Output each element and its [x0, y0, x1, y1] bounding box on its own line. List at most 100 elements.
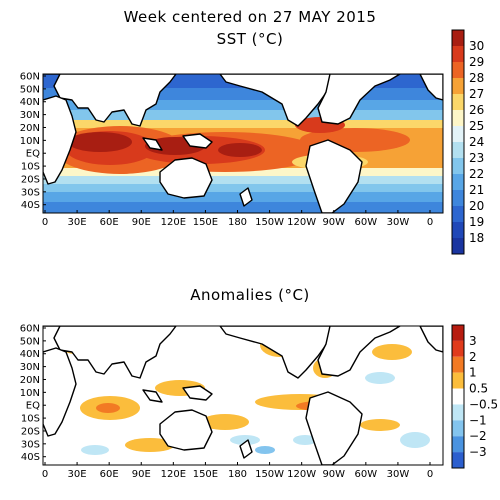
colorbar-swatch — [452, 325, 464, 341]
lat-label: 20N — [20, 123, 40, 134]
lon-label: 0 — [427, 217, 433, 228]
lon-label: 150E — [193, 217, 218, 228]
lat-label: 50N — [20, 84, 40, 95]
colorbar-swatch — [452, 46, 464, 62]
lat-label: 30N — [20, 110, 40, 121]
sst-lon-axis: 0 30E 60E 90E 120E 150E 180 150W 120W 90W 60W 30W 0 — [42, 210, 433, 228]
anomaly-field — [43, 326, 443, 465]
colorbar-label: 3 — [469, 334, 477, 348]
colorbar-label: 24 — [469, 135, 484, 149]
colorbar-label: 27 — [469, 87, 484, 101]
lon-label: 30E — [68, 217, 87, 228]
colorbar-swatch — [452, 388, 464, 405]
lon-label: 60E — [100, 217, 119, 228]
lat-label: 30S — [21, 439, 40, 450]
sst-panel-title: SST (°C) — [216, 30, 284, 48]
colorbar-label: 22 — [469, 167, 484, 181]
colorbar-label: 28 — [469, 71, 484, 85]
colorbar-label: 26 — [469, 103, 484, 117]
lat-label: EQ — [26, 401, 40, 412]
lon-label: 30W — [387, 469, 410, 480]
lon-label: 120E — [161, 217, 186, 228]
colorbar-label: −2 — [469, 429, 487, 443]
colorbar-swatch — [452, 372, 464, 389]
lon-label: 120W — [287, 217, 316, 228]
colorbar-label: −0.5 — [469, 397, 498, 411]
colorbar-swatch — [452, 30, 464, 46]
lon-label: 30W — [387, 217, 410, 228]
lat-label: 40N — [20, 97, 40, 108]
lat-label: 10S — [21, 162, 40, 173]
lon-label: 0 — [427, 469, 433, 480]
colorbar-swatch — [452, 452, 464, 468]
sst-frame — [42, 73, 444, 214]
colorbar-label: −3 — [469, 445, 487, 459]
lat-label: 40S — [21, 452, 40, 463]
lat-label: 20S — [21, 426, 40, 437]
colorbar-swatch — [452, 158, 464, 174]
lon-label: 0 — [42, 469, 48, 480]
lat-label: 60N — [20, 324, 40, 335]
lon-label: 150E — [193, 469, 218, 480]
colorbar-label: 0.5 — [469, 382, 488, 396]
lon-label: 30E — [68, 469, 87, 480]
colorbar-swatch — [452, 420, 464, 437]
lat-label: 20N — [20, 375, 40, 386]
lat-label: 10S — [21, 414, 40, 425]
colorbar-swatch — [452, 174, 464, 190]
lon-label: 150W — [255, 469, 284, 480]
lon-label: 120E — [161, 469, 186, 480]
colorbar-label: −1 — [469, 413, 487, 427]
lon-label: 90E — [132, 217, 151, 228]
anomaly-colorbar: 3 2 1 0.5−0.5 −1 −2 −3 — [451, 324, 498, 469]
lon-label: 60E — [100, 469, 119, 480]
sst-land — [43, 74, 443, 213]
lat-label: 50N — [20, 336, 40, 347]
colorbar-swatch — [452, 94, 464, 110]
colorbar-label: 2 — [469, 350, 477, 364]
colorbar-label: 19 — [469, 215, 484, 229]
colorbar-swatch — [452, 238, 464, 254]
colorbar-swatch — [452, 190, 464, 206]
colorbar-label: 25 — [469, 119, 484, 133]
lon-label: 90W — [322, 469, 345, 480]
lat-label: 40S — [21, 200, 40, 211]
colorbar-swatch — [452, 142, 464, 158]
lon-label: 180 — [228, 217, 247, 228]
lon-label: 90W — [322, 217, 345, 228]
colorbar-label: 21 — [469, 183, 484, 197]
colorbar-label: 29 — [469, 55, 484, 69]
colorbar-swatch — [452, 62, 464, 78]
lat-label: 20S — [21, 174, 40, 185]
lon-label: 150W — [255, 217, 284, 228]
colorbar-swatch — [452, 356, 464, 373]
lat-label: 10N — [20, 388, 40, 399]
colorbar-label: 18 — [469, 231, 484, 245]
colorbar-swatch — [452, 340, 464, 357]
colorbar-swatch — [452, 436, 464, 453]
lon-label: 90E — [132, 469, 151, 480]
colorbar-swatch — [452, 404, 464, 421]
lat-label: 10N — [20, 136, 40, 147]
figure-title: Week centered on 27 MAY 2015 — [123, 8, 377, 26]
colorbar-swatch — [452, 222, 464, 238]
anomaly-land — [43, 326, 443, 465]
colorbar-frame — [451, 324, 465, 469]
colorbar-swatch — [452, 206, 464, 222]
lon-label: 0 — [42, 217, 48, 228]
lon-label: 120W — [287, 469, 316, 480]
lat-label: 60N — [20, 72, 40, 83]
colorbar-label: 23 — [469, 151, 484, 165]
anomaly-frame — [42, 325, 444, 466]
anomaly-panel-title: Anomalies (°C) — [190, 286, 310, 304]
lat-label: 40N — [20, 349, 40, 360]
lat-label: 30N — [20, 362, 40, 373]
lon-label: 180 — [228, 469, 247, 480]
colorbar-swatch — [452, 126, 464, 142]
colorbar-swatch — [452, 110, 464, 126]
